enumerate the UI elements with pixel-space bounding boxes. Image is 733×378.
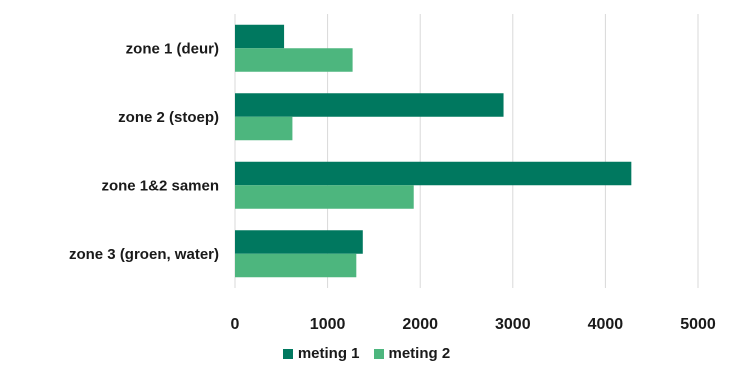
category-labels: zone 1 (deur) zone 2 (stoep) zone 1&2 same… [69, 40, 219, 263]
bar-2-1 [235, 48, 353, 72]
x-tick-label-5000: 5000 [680, 316, 716, 333]
category-label-2: zone 2 (stoep) [118, 109, 219, 126]
bars [235, 24, 632, 278]
legend-swatch-meting-2 [373, 348, 384, 359]
bar-1-1 [235, 24, 285, 49]
bar-1-2 [235, 93, 504, 117]
x-tick-label-2000: 2000 [402, 316, 438, 333]
x-tick-label-3000: 3000 [495, 316, 531, 333]
x-tick-label-4000: 4000 [588, 316, 624, 333]
legend-item-meting-1: meting 1 [282, 345, 360, 362]
x-tick-labels: 0 1000 2000 3000 4000 5000 [231, 316, 716, 333]
x-tick-label-1000: 1000 [310, 316, 346, 333]
x-tick-label-0: 0 [231, 316, 240, 333]
legend: meting 1 meting 2 [0, 345, 733, 362]
legend-item-meting-2: meting 2 [373, 345, 451, 362]
legend-label-meting-1: meting 1 [297, 345, 360, 362]
bar-2-2 [235, 116, 293, 141]
category-label-3: zone 1&2 samen [101, 177, 219, 194]
bar-2-4 [235, 253, 357, 278]
category-label-4: zone 3 (groen, water) [69, 246, 219, 263]
bar-1-4 [235, 230, 363, 254]
bar-2-3 [235, 185, 414, 209]
legend-swatch-meting-1 [282, 348, 293, 359]
category-label-1: zone 1 (deur) [126, 40, 219, 57]
legend-label-meting-2: meting 2 [388, 345, 451, 362]
bar-1-3 [235, 161, 632, 186]
